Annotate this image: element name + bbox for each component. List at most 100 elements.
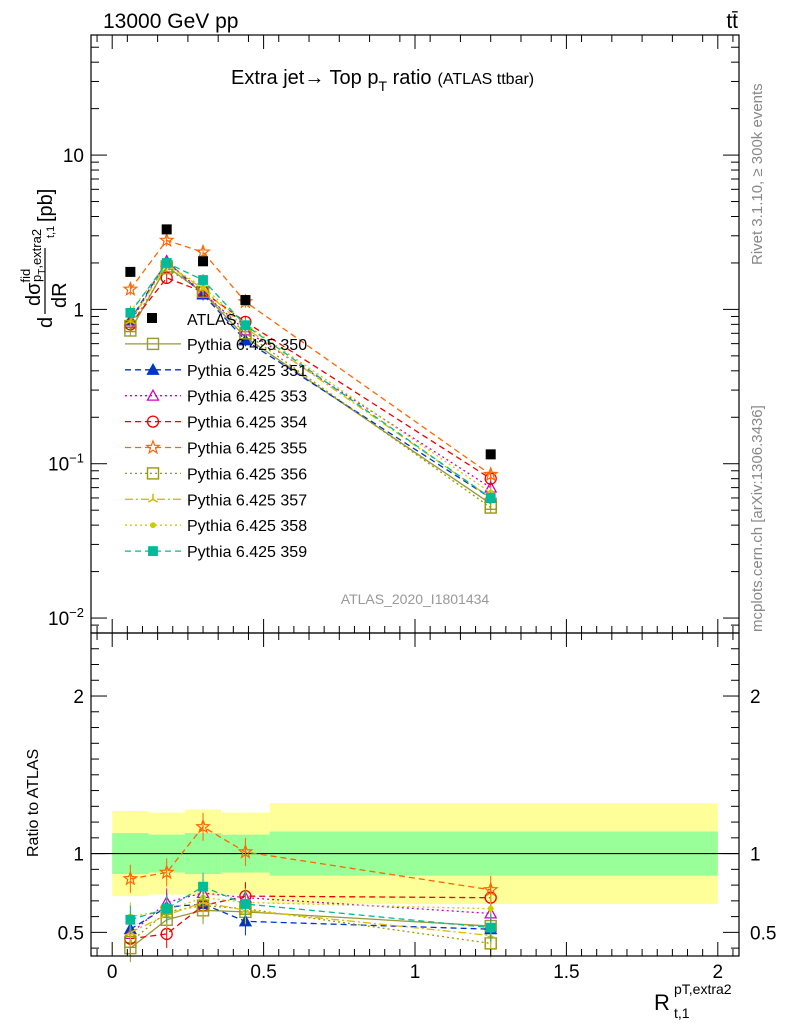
atlas-data-point — [161, 224, 172, 235]
series-2 — [123, 254, 498, 494]
legend-marker — [146, 362, 160, 375]
ylabel-numerator: dσfid — [18, 269, 45, 306]
main-y-tick-base: 10 — [63, 146, 84, 167]
series-4 — [122, 232, 499, 482]
legend-marker-arm — [152, 498, 159, 503]
ratio-data-layer — [91, 803, 739, 963]
ratio-panel: 0 0.5 1 1.5 2 0.5 0.5 1 1 2 2 Ratio to ATLAS — [25, 632, 776, 983]
ratio-point — [240, 899, 251, 909]
legend: ATLAS Pythia 6.425 350 Pythia 6.425 351 Pyt… — [125, 312, 307, 561]
plot-title-main: Extra jet→ Top p — [231, 67, 378, 89]
data-point — [240, 320, 251, 331]
legend-atlas-marker — [147, 313, 157, 323]
legend-label: Pythia 6.425 350 — [187, 337, 307, 354]
ratio-line — [129, 904, 491, 945]
main-y-tick-label: 10 — [63, 146, 84, 167]
legend-label: Pythia 6.425 357 — [187, 492, 307, 509]
atlas-data-point — [125, 266, 136, 277]
legend-label: Pythia 6.425 354 — [187, 415, 307, 432]
legend-label: Pythia 6.425 358 — [187, 518, 307, 535]
legend-marker — [145, 439, 161, 455]
main-axis-ticks: 10−2 10−1 1 10 — [48, 34, 739, 634]
series-line — [129, 239, 492, 476]
atlas-data-point — [485, 449, 496, 460]
legend-label: Pythia 6.425 356 — [187, 466, 307, 483]
main-y-tick-base: 10 — [48, 609, 69, 630]
legend-marker — [147, 493, 159, 503]
ratio-point-arm — [129, 931, 136, 936]
ratio-point — [122, 870, 139, 886]
data-point-arm — [129, 320, 136, 325]
data-point — [161, 258, 172, 268]
ratio-axis-ticks: 0 0.5 1 1.5 2 0.5 0.5 1 1 2 2 — [58, 633, 776, 983]
ratio-point-arm — [245, 909, 251, 914]
series-line — [129, 263, 492, 499]
ylabel-t1: t,1 — [45, 226, 57, 238]
xlabel-R: R — [654, 990, 670, 1015]
legend-marker — [148, 546, 158, 557]
main-data-layer — [122, 224, 499, 514]
ylabel-numerator-sub: pT,extra2 — [29, 229, 48, 282]
legend-marker — [146, 415, 160, 428]
legend-marker — [146, 467, 160, 480]
legend-label: Pythia 6.425 355 — [187, 441, 307, 458]
ylabel-fid: fid — [18, 269, 33, 283]
ratio-point — [158, 864, 175, 880]
ratio-y-tick-label: 2 — [73, 687, 84, 708]
ratio-y-tick-label: 1 — [73, 845, 84, 866]
ratio-series-4 — [122, 812, 499, 904]
legend-marker — [146, 388, 160, 401]
ratio-series-8 — [125, 872, 496, 942]
energy-label: 13000 GeV pp — [103, 10, 238, 33]
data-point — [158, 232, 175, 248]
plot-title: Extra jet→ Top pT ratio (ATLAS ttbar) — [231, 67, 534, 94]
legend-label: ATLAS — [187, 312, 237, 329]
ratio-point-arm — [161, 914, 168, 919]
x-tick-label: 0 — [107, 962, 118, 983]
ylabel-denominator: dR — [49, 282, 71, 308]
main-y-tick-label: 10−1 — [48, 451, 84, 476]
ratio-point — [487, 905, 494, 912]
x-axis-label: R — [654, 990, 670, 1015]
ratio-point-arm — [197, 901, 204, 906]
legend-label: Pythia 6.425 359 — [187, 544, 307, 561]
xlabel-sup: pT,extra2 — [674, 981, 732, 997]
series-line — [129, 263, 492, 494]
data-point — [238, 333, 253, 346]
ratio-point — [198, 881, 208, 892]
ratio-y-tick-label-right: 1 — [750, 845, 761, 866]
x-tick-label: 2 — [713, 962, 724, 983]
ratio-point-arm — [202, 901, 209, 906]
main-y-tick-base: 10 — [48, 455, 69, 476]
data-point — [195, 243, 211, 259]
ratio-point — [195, 818, 211, 834]
x-tick-label: 1 — [410, 962, 421, 983]
ylabel-dR: dR — [49, 282, 71, 308]
xlabel-sub: t,1 — [674, 1005, 690, 1021]
analysis-id-label: ATLAS_2020_I1801434 — [341, 591, 490, 607]
main-y-tick-label: 10−2 — [48, 605, 84, 630]
atlas-data — [125, 224, 496, 460]
main-y-axis-label: d dσfid pT,extra2 dR t,1 [pb] — [18, 189, 71, 328]
ratio-point-arm — [166, 914, 172, 919]
series-line — [129, 277, 492, 480]
series-line — [129, 265, 492, 505]
legend-marker-arm — [147, 498, 154, 503]
main-y-tick-label: 1 — [73, 300, 84, 321]
ratio-line — [129, 909, 491, 949]
main-y-tick-base: 1 — [73, 300, 84, 321]
series-line — [129, 267, 492, 509]
atlas-data-point — [240, 295, 251, 306]
ylabel-d: d — [35, 317, 57, 328]
legend-label: Pythia 6.425 353 — [187, 389, 307, 406]
data-point — [485, 493, 496, 503]
ratio-point — [485, 922, 496, 933]
data-point — [482, 466, 499, 482]
ylabel-p: p — [29, 275, 44, 282]
process-label: tt̄ — [726, 10, 738, 33]
data-point-arm — [125, 320, 131, 325]
ylabel-unit: [pb] — [35, 189, 57, 222]
ratio-point-arm — [490, 934, 496, 939]
data-point — [198, 275, 208, 285]
